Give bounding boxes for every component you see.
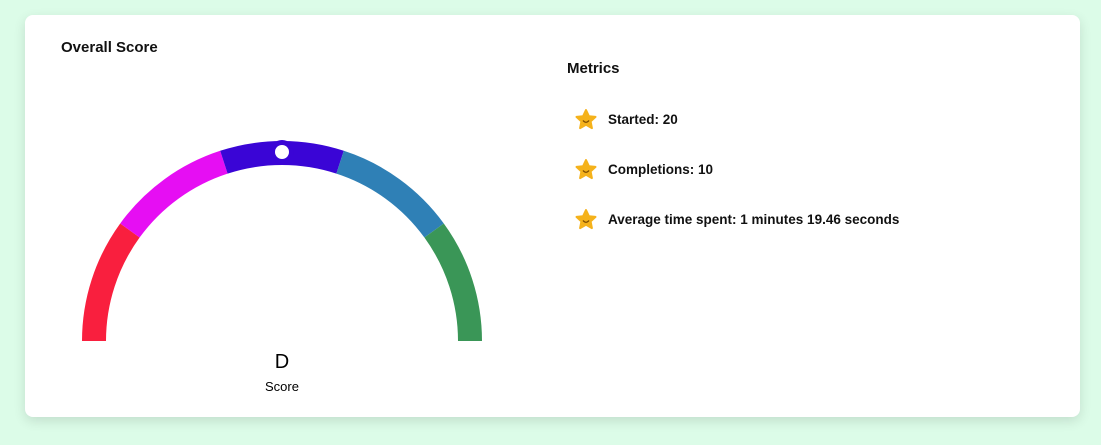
star-icon bbox=[575, 159, 597, 180]
star-smile bbox=[582, 220, 590, 223]
star bbox=[575, 159, 597, 180]
metric-item: Completions: 10 bbox=[608, 162, 714, 177]
gauge-segment bbox=[336, 150, 444, 238]
metrics-title: Metrics bbox=[567, 60, 620, 77]
gauge-segment bbox=[424, 223, 482, 341]
score-card bbox=[25, 15, 1080, 417]
metric-item: Started: 20 bbox=[608, 112, 678, 127]
star-smile bbox=[582, 120, 590, 123]
gauge-marker-center bbox=[275, 145, 289, 159]
metric-item: Average time spent: 1 minutes 19.46 seco… bbox=[608, 212, 900, 227]
star-smile bbox=[582, 170, 590, 173]
star-icon bbox=[575, 209, 597, 230]
grade: D bbox=[275, 351, 289, 373]
gauge-segment bbox=[82, 223, 140, 341]
panel-title: Overall Score bbox=[61, 39, 158, 56]
star-icon bbox=[575, 109, 597, 130]
star bbox=[575, 209, 597, 230]
gauge-segment bbox=[120, 150, 228, 238]
star bbox=[575, 109, 597, 130]
grade-label: Score bbox=[265, 379, 299, 394]
